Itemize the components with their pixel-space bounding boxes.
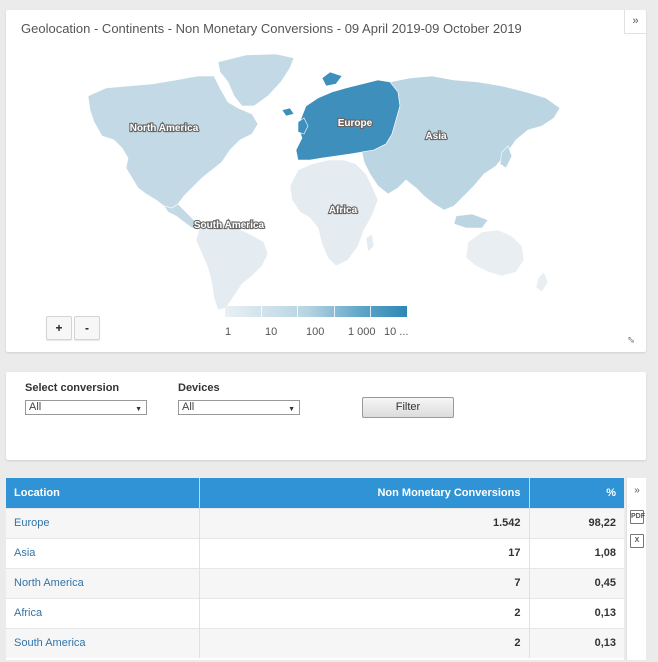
conversions-cell: 2 (199, 597, 530, 628)
export-excel-icon[interactable]: X (630, 534, 644, 548)
map-region-greenland (217, 53, 295, 107)
filter-button[interactable]: Filter (362, 397, 454, 418)
results-table-panel: Location Non Monetary Conversions % Euro… (6, 478, 624, 660)
legend-segment (262, 306, 299, 317)
map-region-uk (297, 117, 309, 135)
map-region-africa[interactable] (289, 159, 379, 267)
column-header-percent[interactable]: % (529, 478, 624, 508)
legend-label: 1 (225, 326, 232, 338)
location-link[interactable]: Africa (6, 597, 200, 628)
map-title: Geolocation - Continents - Non Monetary … (21, 21, 522, 36)
percent-cell: 1,08 (529, 537, 624, 568)
column-header-location[interactable]: Location (6, 478, 200, 508)
table-row: Asia 17 1,08 (6, 537, 624, 568)
table-row: North America 7 0,45 (6, 567, 624, 598)
percent-cell: 0,45 (529, 567, 624, 598)
legend-label: 10 (265, 326, 278, 338)
location-link[interactable]: Asia (6, 537, 200, 568)
table-side-toolbar: » PDF X (626, 478, 646, 660)
legend-segment (225, 306, 262, 317)
collapse-table-icon[interactable]: » (634, 485, 640, 496)
dropdown-arrow-icon: ▼ (288, 406, 295, 413)
legend-label: 1 000 (348, 326, 376, 338)
map-region-central-america (163, 203, 201, 229)
table-row: Africa 2 0,13 (6, 597, 624, 628)
map-region-new-zealand (535, 271, 549, 293)
location-link[interactable]: North America (6, 567, 200, 598)
zoom-in-button[interactable]: + (46, 316, 72, 340)
color-legend-bar (225, 306, 407, 317)
column-header-conversions[interactable]: Non Monetary Conversions (199, 478, 530, 508)
legend-label: 100 (306, 326, 325, 338)
table-row: South America 2 0,13 (6, 627, 624, 658)
map-label-europe: Europe (338, 118, 373, 129)
percent-cell: 0,13 (529, 597, 624, 628)
map-region-south-america[interactable] (195, 221, 269, 311)
map-region-sea-islands (453, 213, 489, 229)
percent-cell: 0,13 (529, 627, 624, 658)
map-region-north-america[interactable] (87, 75, 259, 209)
map-region-madagascar (365, 233, 375, 253)
collapse-panel-icon[interactable]: » (624, 10, 646, 34)
percent-cell: 98,22 (529, 507, 624, 538)
dropdown-arrow-icon: ▼ (135, 406, 142, 413)
map-label-asia: Asia (425, 131, 447, 142)
devices-select-value: All (182, 401, 195, 413)
legend-label: 10 ... (384, 326, 409, 338)
legend-segment (371, 306, 407, 317)
conversions-cell: 7 (199, 567, 530, 598)
export-pdf-icon[interactable]: PDF (630, 510, 645, 524)
map-region-oceania (465, 229, 525, 277)
conversion-filter-label: Select conversion (25, 382, 120, 394)
map-region-scandinavia-north (321, 71, 343, 87)
map-region-asia[interactable] (361, 75, 561, 211)
map-label-africa: Africa (329, 205, 358, 216)
devices-select[interactable]: All ▼ (178, 400, 300, 415)
map-label-south-america: South America (194, 220, 265, 231)
results-table: Location Non Monetary Conversions % Euro… (6, 478, 624, 658)
location-link[interactable]: South America (6, 627, 200, 658)
map-label-north-america: North America (130, 123, 199, 134)
table-header-row: Location Non Monetary Conversions % (6, 478, 624, 508)
location-link[interactable]: Europe (6, 507, 200, 538)
zoom-out-button[interactable]: - (74, 316, 100, 340)
map-region-japan (499, 145, 513, 169)
conversion-select-value: All (29, 401, 42, 413)
devices-filter-label: Devices (178, 382, 220, 394)
conversions-cell: 2 (199, 627, 530, 658)
conversions-cell: 17 (199, 537, 530, 568)
map-panel: Geolocation - Continents - Non Monetary … (6, 10, 646, 352)
conversions-cell: 1.542 (199, 507, 530, 538)
filter-panel: Select conversion All ▼ Devices All ▼ Fi… (6, 372, 646, 460)
conversion-select[interactable]: All ▼ (25, 400, 147, 415)
map-region-iceland (281, 107, 295, 117)
legend-segment (335, 306, 372, 317)
legend-segment (298, 306, 335, 317)
world-map: North America Europe Asia Africa South A… (87, 53, 561, 311)
table-row: Europe 1.542 98,22 (6, 507, 624, 538)
